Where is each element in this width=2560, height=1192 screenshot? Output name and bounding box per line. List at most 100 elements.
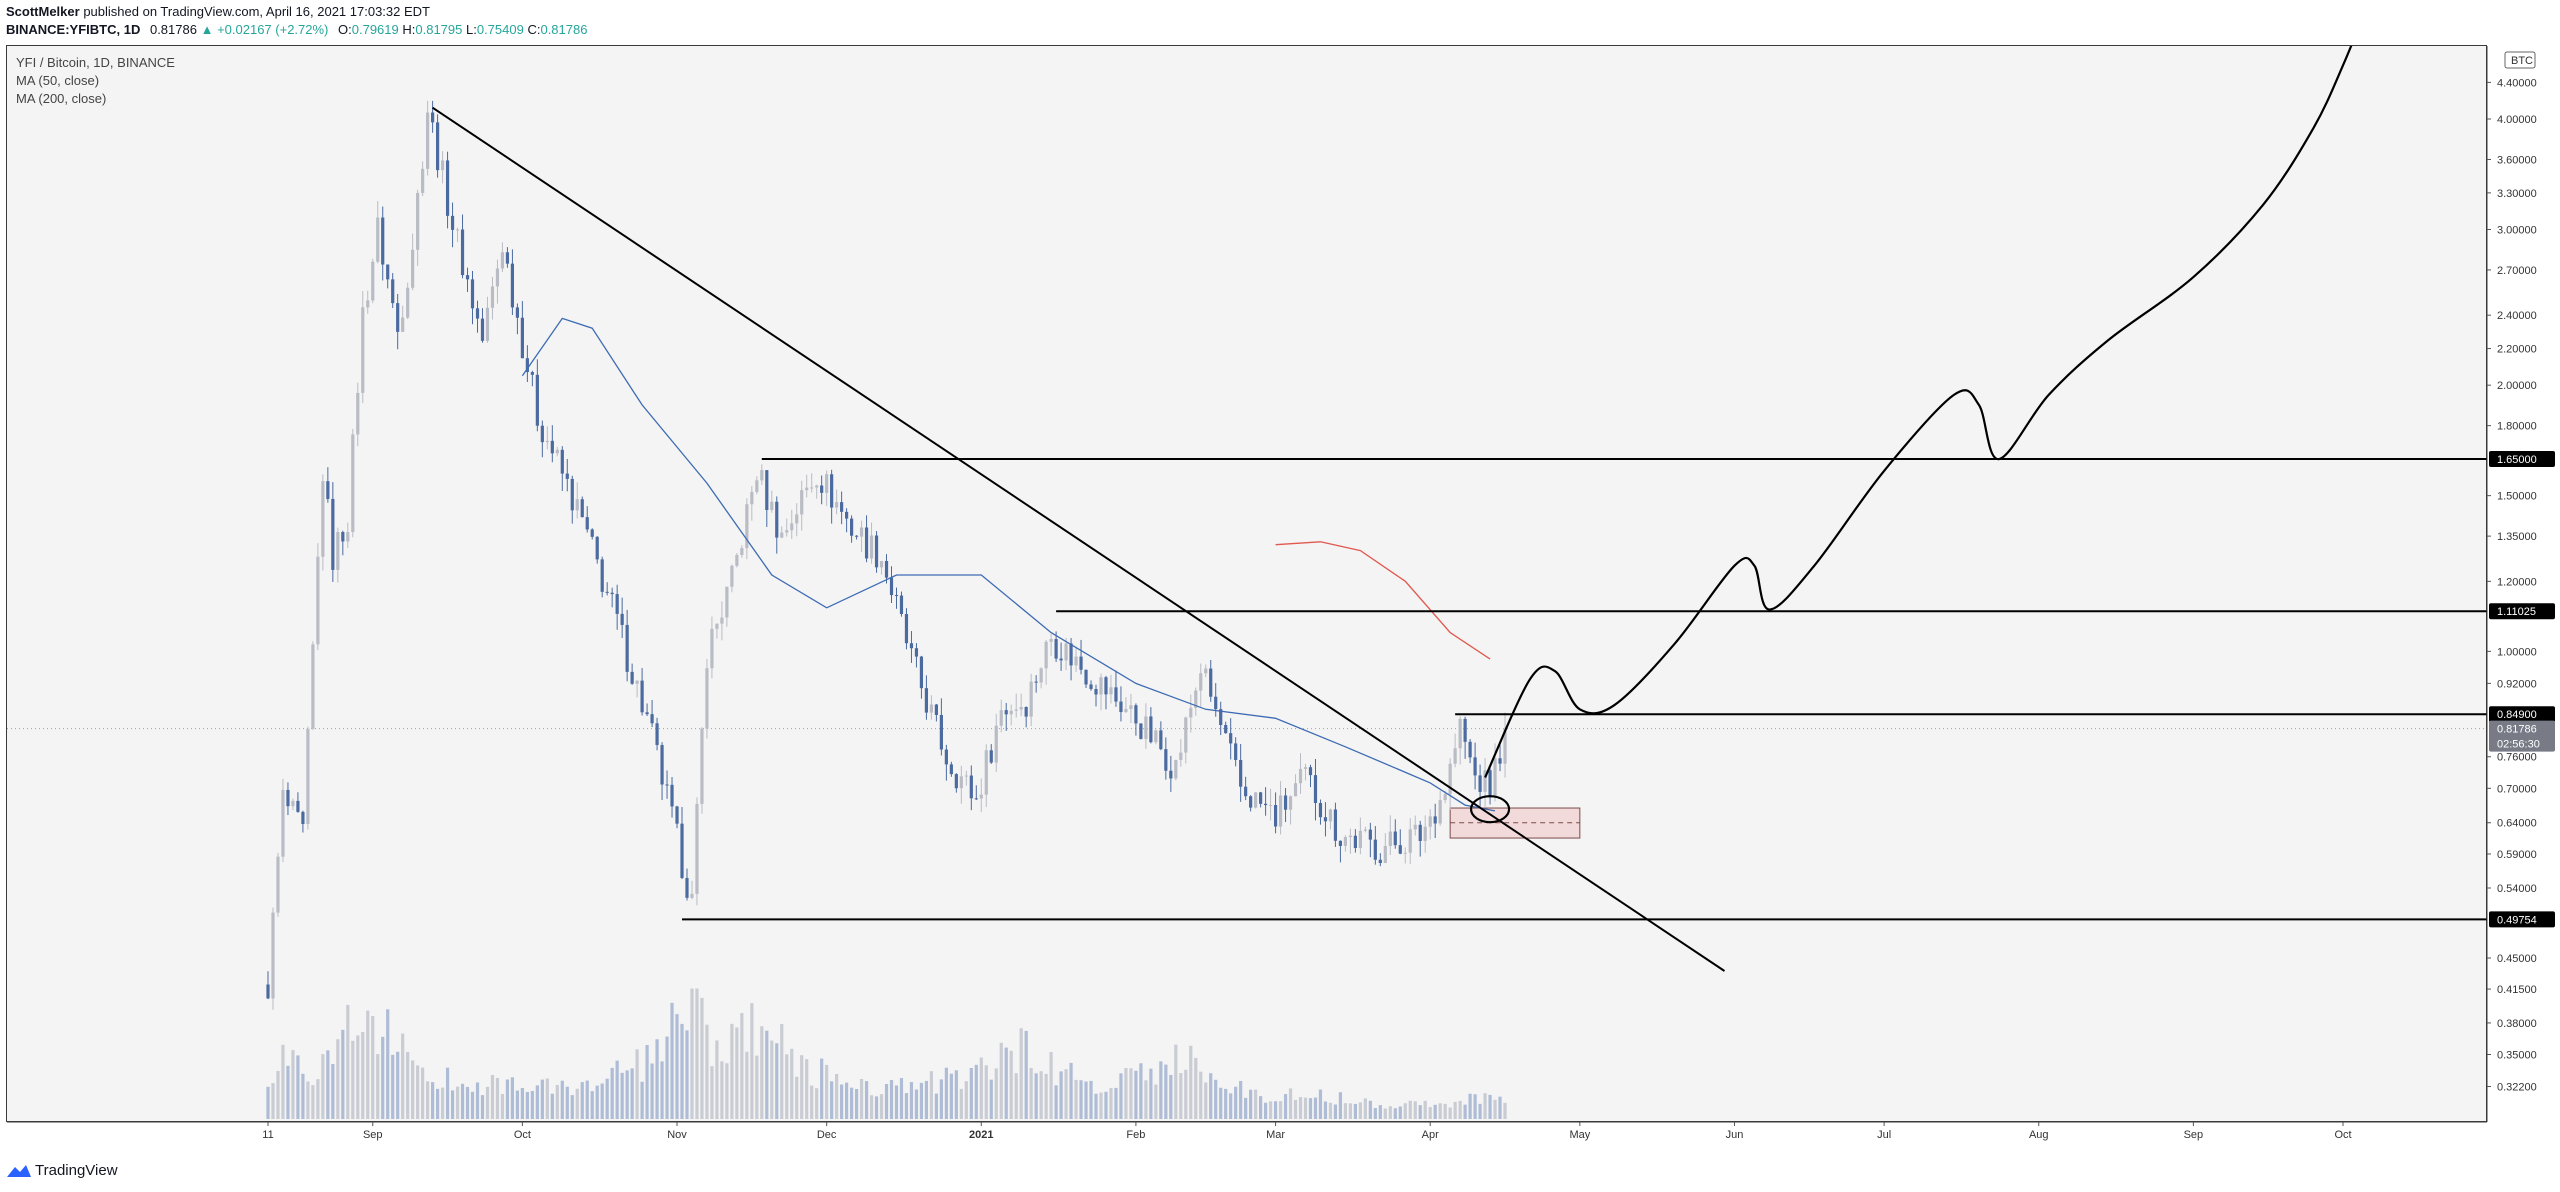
candle-body	[1124, 709, 1128, 713]
volume-bar	[341, 1029, 345, 1119]
volume-bar	[336, 1039, 340, 1119]
price-tick-label: 0.38000	[2497, 1018, 2537, 1030]
candle-body	[1264, 803, 1268, 806]
low-label: L:	[466, 22, 477, 37]
last-price: 0.81786	[149, 22, 197, 37]
candle-body	[421, 168, 425, 193]
candle-body	[1104, 677, 1108, 695]
volume-bar	[715, 1040, 719, 1119]
volume-bar	[1044, 1073, 1048, 1119]
volume-bar	[929, 1071, 934, 1119]
candle-body	[1298, 768, 1303, 784]
candle-body	[1388, 831, 1392, 847]
axes-layer: 4.40000 4.00000 3.60000 3.30000 3.00000 2.700…	[7, 46, 2559, 1141]
volume-bar	[1288, 1088, 1293, 1119]
candle-body	[964, 775, 968, 777]
volume-bar	[1418, 1105, 1422, 1119]
candle-body	[1149, 716, 1153, 743]
time-tick-label: 11	[262, 1129, 273, 1141]
volume-bar	[1059, 1071, 1063, 1119]
volume-bar	[276, 1070, 280, 1119]
close-value: 0.81786	[540, 22, 588, 37]
volume-bar	[1149, 1068, 1153, 1119]
volume-bar	[575, 1088, 579, 1119]
candle-body	[770, 501, 774, 510]
candle-body	[1353, 835, 1357, 849]
volume-bar	[590, 1091, 594, 1119]
candle-body	[1358, 830, 1362, 849]
time-tick-label: May	[1569, 1129, 1590, 1141]
candle-body	[1308, 767, 1313, 776]
candle-body	[815, 485, 819, 488]
candle-body	[1348, 835, 1352, 838]
candle-body	[775, 501, 779, 538]
candle-body	[984, 750, 988, 795]
candle-body	[1084, 669, 1088, 685]
candle-body	[560, 449, 564, 474]
candle-body	[570, 478, 574, 511]
volume-bar	[615, 1060, 619, 1119]
volume-bar	[316, 1079, 320, 1119]
time-tick-label: Mar	[1266, 1129, 1285, 1141]
volume-bar	[909, 1082, 914, 1119]
candle-body	[1194, 690, 1198, 708]
candle-body	[825, 474, 829, 493]
chart-pane[interactable]	[6, 45, 2487, 1122]
candle-body	[1119, 701, 1123, 713]
candle-body	[321, 481, 325, 557]
candle-body	[1224, 725, 1228, 734]
candle-body	[780, 532, 784, 538]
price-tick-label: 3.30000	[2497, 188, 2537, 200]
volume-bar	[914, 1089, 919, 1119]
volume-bar	[1438, 1103, 1442, 1119]
candle-body	[1433, 816, 1437, 824]
candle-body	[411, 249, 415, 288]
candle-body	[1079, 656, 1083, 670]
price-tick-label: 3.60000	[2497, 154, 2537, 166]
candle-body	[1328, 809, 1333, 822]
candle-body	[645, 712, 649, 715]
candle-body	[1468, 741, 1472, 758]
candle-body	[730, 565, 734, 587]
candle-body	[1054, 639, 1058, 659]
legend-ma50[interactable]: MA (50, close)	[16, 73, 100, 88]
volume-bar	[1174, 1044, 1178, 1119]
tradingview-brand: TradingView	[35, 1162, 118, 1179]
volume-bar	[1358, 1102, 1362, 1119]
volume-bar	[1104, 1091, 1108, 1119]
volume-bar	[610, 1067, 614, 1119]
candles-layer	[266, 100, 1507, 1010]
candle-body	[475, 308, 480, 319]
candle-body	[710, 628, 714, 669]
legend-ma200[interactable]: MA (200, close)	[16, 91, 107, 106]
candle-body	[835, 502, 839, 508]
volume-bar	[620, 1072, 624, 1119]
candle-body	[725, 586, 729, 618]
volume-bar	[401, 1033, 405, 1119]
candle-body	[1483, 770, 1487, 792]
candle-body	[351, 434, 355, 532]
volume-bar	[381, 1036, 385, 1119]
candle-body	[575, 499, 579, 511]
candle-body	[954, 774, 958, 789]
volume-bar	[1433, 1104, 1437, 1119]
volume-bar	[1343, 1103, 1348, 1119]
volume-bar	[820, 1058, 824, 1119]
current-price-tag-label: 0.81786	[2497, 724, 2537, 736]
tradingview-logo[interactable]: TradingView	[6, 1162, 118, 1179]
volume-bar	[1109, 1088, 1113, 1119]
volume-bar	[331, 1063, 335, 1119]
volume-bar	[411, 1060, 415, 1119]
candle-body	[316, 556, 320, 645]
descending-trendline	[432, 106, 1726, 972]
volume-bar	[1373, 1108, 1377, 1119]
volume-bar	[1154, 1084, 1158, 1119]
volume-bar	[1368, 1100, 1372, 1119]
volume-bar	[406, 1051, 410, 1119]
volume-bar	[685, 1030, 689, 1119]
price-tick-label: 0.54000	[2497, 883, 2537, 895]
volume-bar	[1204, 1082, 1208, 1119]
volume-bar	[475, 1082, 480, 1119]
author-name[interactable]: ScottMelker	[6, 4, 80, 19]
